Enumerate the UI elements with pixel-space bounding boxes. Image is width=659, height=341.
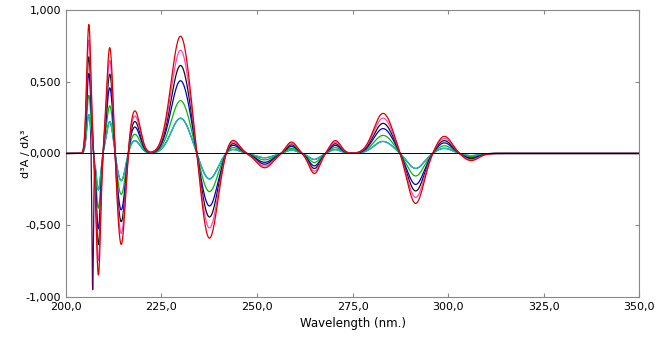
Text: d³A / dλ³: d³A / dλ³ — [21, 129, 31, 178]
X-axis label: Wavelength (nm.): Wavelength (nm.) — [300, 317, 405, 330]
